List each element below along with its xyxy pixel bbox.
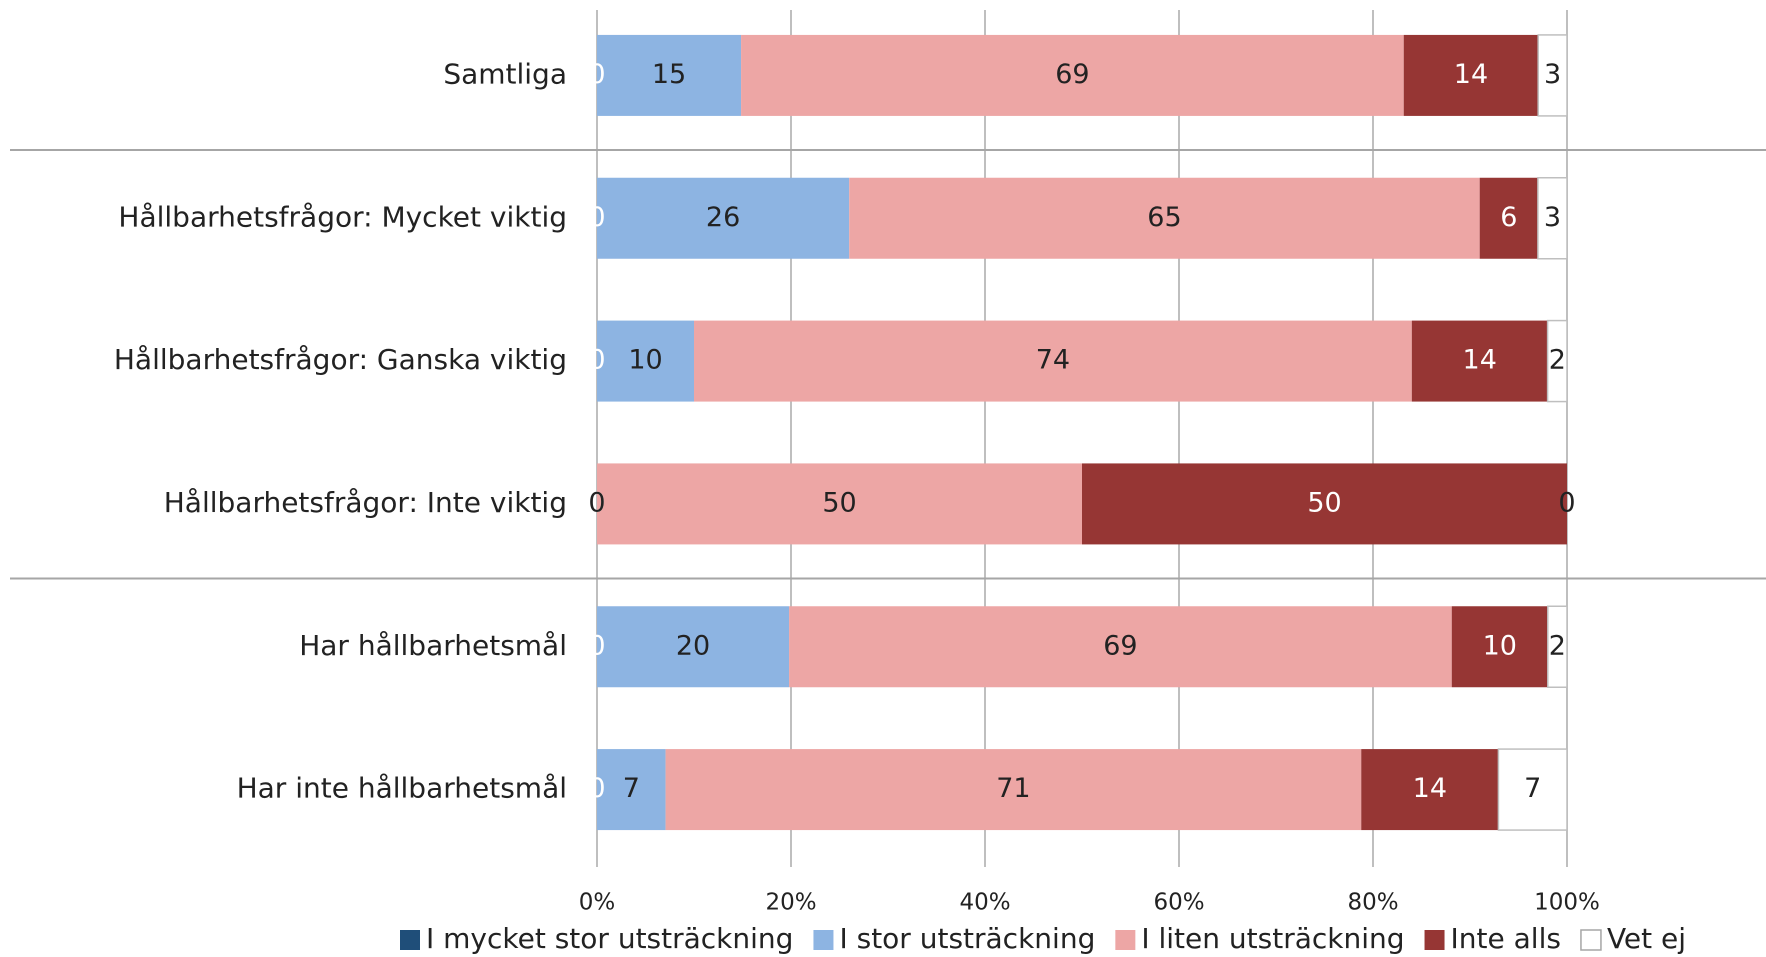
data-label: 71 — [996, 773, 1030, 804]
data-label: 14 — [1454, 59, 1488, 90]
data-label: 3 — [1544, 59, 1561, 90]
data-label: 7 — [623, 773, 640, 804]
x-tick-label: 20% — [765, 890, 816, 916]
bar-segment — [665, 749, 1362, 831]
data-label: 15 — [652, 59, 686, 90]
x-tick-label: 40% — [959, 890, 1010, 916]
data-label: 26 — [706, 202, 740, 233]
bar-segment — [1546, 319, 1568, 403]
data-label: 2 — [1549, 630, 1566, 661]
data-label: 7 — [1524, 773, 1541, 804]
x-tick-label: 0% — [579, 890, 616, 916]
data-label: 20 — [676, 630, 710, 661]
y-tick-label: Hållbarhetsfrågor: Inte viktig — [164, 486, 567, 519]
y-tick-label: Hållbarhetsfrågor: Mycket viktig — [118, 200, 567, 233]
x-tick-label: 80% — [1347, 890, 1398, 916]
data-label: 0 — [1558, 487, 1575, 518]
data-label: 65 — [1147, 202, 1181, 233]
legend-swatch — [1580, 929, 1602, 951]
bar-segment — [694, 320, 1412, 402]
legend-label: I stor utsträckning — [839, 922, 1095, 955]
data-label: 50 — [1307, 487, 1341, 518]
bar-segment — [597, 320, 694, 402]
legend-label: Inte alls — [1451, 922, 1561, 955]
bar-segment — [1082, 463, 1567, 545]
bar-segment — [1361, 749, 1499, 831]
data-label: 74 — [1036, 345, 1070, 376]
y-tick-label: Har hållbarhetsmål — [299, 629, 567, 662]
bar-segment — [1537, 34, 1568, 117]
bar-segment — [597, 749, 666, 831]
data-label: 50 — [822, 487, 856, 518]
data-label: 14 — [1463, 345, 1497, 376]
data-label: 0 — [588, 487, 605, 518]
bar-segment — [1547, 605, 1568, 688]
bar-segment — [1497, 748, 1568, 831]
data-label: 10 — [628, 345, 662, 376]
legend-label: I liten utsträckning — [1141, 922, 1404, 955]
legend-swatch — [400, 930, 420, 950]
data-label: 0 — [588, 59, 605, 90]
data-label: 0 — [588, 630, 605, 661]
data-label: 10 — [1483, 630, 1517, 661]
legend-label: I mycket stor utsträckning — [426, 922, 793, 955]
data-label: 69 — [1103, 630, 1137, 661]
bar-segment — [1537, 177, 1568, 260]
bar-segment — [1411, 320, 1548, 402]
bar-segment — [849, 177, 1480, 259]
data-label: 0 — [588, 773, 605, 804]
data-label: 3 — [1544, 202, 1561, 233]
data-label: 69 — [1055, 59, 1089, 90]
bar-segment — [597, 177, 850, 259]
data-label: 6 — [1500, 202, 1517, 233]
data-label: 0 — [588, 345, 605, 376]
x-tick-label: 100% — [1534, 890, 1600, 916]
legend-label: Vet ej — [1607, 922, 1686, 955]
bar-segment — [1479, 177, 1538, 259]
bar-segment — [1451, 606, 1548, 688]
bar-segment — [597, 606, 790, 688]
y-tick-label: Hållbarhetsfrågor: Ganska viktig — [114, 343, 567, 376]
bar-segment — [741, 34, 1404, 116]
data-label: 2 — [1549, 345, 1566, 376]
legend-swatch — [1115, 930, 1136, 950]
y-tick-label: Har inte hållbarhetsmål — [237, 772, 567, 805]
data-label: 0 — [588, 202, 605, 233]
bar-segment — [597, 463, 1082, 545]
data-label: 14 — [1413, 773, 1447, 804]
legend-swatch — [813, 930, 834, 950]
bar-segment — [789, 606, 1452, 688]
y-tick-label: Samtliga — [443, 57, 567, 90]
bar-segment — [1403, 34, 1539, 116]
x-tick-label: 60% — [1153, 890, 1204, 916]
bar-segment — [597, 34, 742, 116]
legend-swatch — [1424, 930, 1445, 950]
data-label: 0 — [588, 487, 605, 518]
